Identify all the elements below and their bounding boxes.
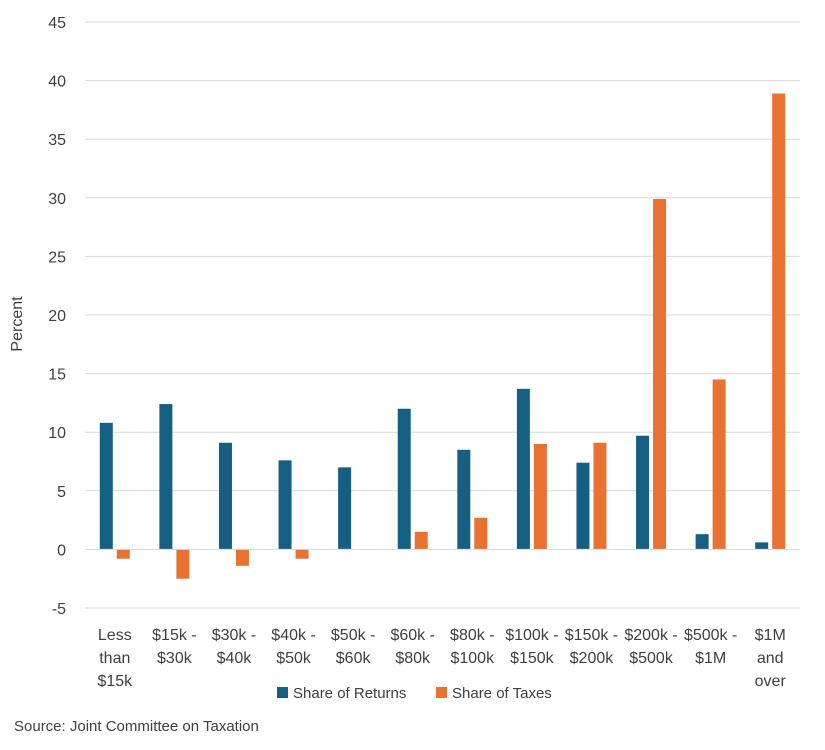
y-axis-ticks: -5 0 5 10 15 20 25 30 35 40 45 [48,15,66,618]
x-tick-label: $150k -$200k [565,627,618,667]
y-tick-label: 25 [48,249,66,266]
y-tick-label: 20 [48,308,66,325]
bar-share-of-returns [397,408,411,550]
bar-share-of-returns [695,534,709,550]
x-tick-label: $50k -$60k [331,627,375,667]
x-tick-label: Less than $15k [97,627,133,690]
y-tick-label: 5 [57,484,66,501]
bar-share-of-taxes [176,549,190,579]
bar-share-of-returns [636,435,650,550]
bar-share-of-taxes [533,443,547,550]
bar-share-of-taxes [712,379,726,550]
legend-label-taxes: Share of Taxes [452,685,552,702]
bar-share-of-taxes [474,517,488,550]
legend-label-returns: Share of Returns [293,685,406,702]
x-tick-label: $30k -$40k [212,627,256,667]
legend: Share of Returns Share of Taxes [277,685,552,702]
y-tick-label: 40 [48,74,66,91]
bar-share-of-taxes [772,93,786,550]
bar-share-of-returns [278,460,292,550]
bar-share-of-returns [338,467,352,550]
legend-swatch-returns [277,687,288,698]
bar-share-of-returns [218,442,232,550]
bar-share-of-taxes [593,442,607,550]
y-tick-label: 35 [48,132,66,149]
x-tick-label: $60k -$80k [390,627,434,667]
y-tick-label: 0 [57,542,66,559]
bar-share-of-taxes [414,531,428,550]
x-tick-label: $80k -$100k [450,627,495,667]
y-axis-label: Percent [9,296,26,352]
source-note: Source: Joint Committee on Taxation [14,718,259,735]
bar-share-of-returns [99,422,113,550]
x-tick-label: $40k -$50k [271,627,315,667]
x-tick-label: $1M and over [755,627,787,690]
bar-share-of-taxes [653,198,667,550]
bar-share-of-taxes [116,549,130,559]
x-tick-label: $200k -$500k [624,627,677,667]
bars [99,93,786,579]
y-tick-label: 30 [48,191,66,208]
x-tick-label: $100k -$150k [505,627,558,667]
x-tick-label: $15k -$30k [152,627,196,667]
y-tick-label: 10 [48,425,66,442]
bar-share-of-returns [576,462,590,550]
bar-share-of-returns [516,388,530,550]
bar-share-of-returns [159,404,173,550]
y-tick-label: 45 [48,15,66,32]
legend-swatch-taxes [436,687,447,698]
x-tick-label: $500k -$1M [684,627,737,667]
bar-share-of-taxes [235,549,249,566]
bar-share-of-returns [457,449,471,550]
y-tick-label: -5 [52,601,66,618]
gridlines [85,21,800,609]
bar-share-of-returns [755,542,769,550]
x-axis-ticks: Less than $15k $15k -$30k $30k -$40k $40k -$5… [97,627,786,690]
y-tick-label: 15 [48,367,66,384]
bar-share-of-taxes [295,549,309,559]
